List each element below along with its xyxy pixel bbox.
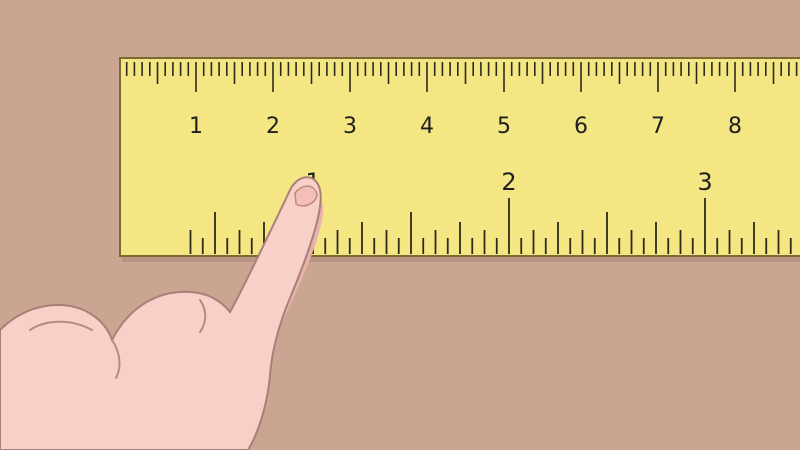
top-scale-ticks bbox=[125, 62, 798, 92]
knuckle-crease bbox=[199, 299, 207, 333]
inch-label: 3 bbox=[697, 168, 712, 196]
cm-label: 8 bbox=[728, 114, 742, 139]
cm-label: 1 bbox=[189, 114, 203, 139]
hand bbox=[0, 176, 322, 451]
bottom-scale-ticks bbox=[189, 198, 792, 254]
knuckle-crease bbox=[111, 339, 121, 379]
finger-crease bbox=[29, 320, 93, 331]
cm-label: 5 bbox=[497, 114, 511, 139]
hand-pointing-icon bbox=[0, 176, 324, 451]
cm-label: 7 bbox=[651, 114, 665, 139]
top-scale-labels: 1 2 3 4 5 6 7 8 bbox=[189, 114, 742, 139]
cm-label: 2 bbox=[266, 114, 280, 139]
ruler: 1 2 3 4 5 6 7 8 1 2 3 bbox=[119, 57, 800, 262]
cm-label: 3 bbox=[343, 114, 357, 139]
inch-label: 2 bbox=[501, 168, 516, 196]
cm-label: 4 bbox=[420, 114, 434, 139]
fingernail bbox=[294, 185, 318, 207]
cm-label: 6 bbox=[574, 114, 588, 139]
